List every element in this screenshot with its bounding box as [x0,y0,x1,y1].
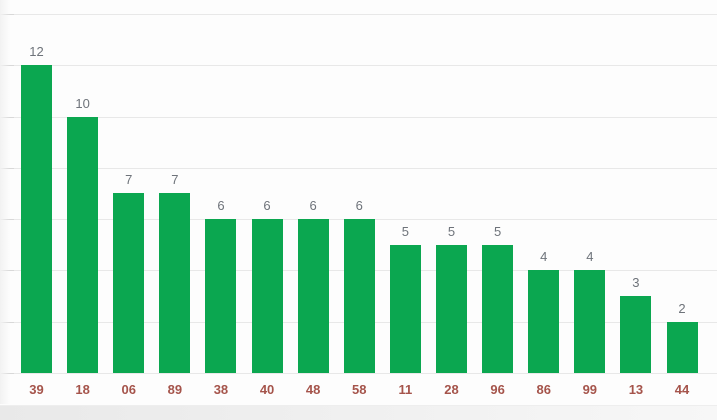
x-axis-label: 48 [305,382,321,397]
bar-value-label: 6 [309,198,317,214]
gridline [14,117,717,118]
bar[interactable] [528,270,560,373]
bar[interactable] [159,193,191,373]
gridline [14,65,717,66]
bar[interactable] [574,270,606,373]
y-axis-tick [0,14,14,15]
bar-value-label: 6 [263,198,271,214]
bar-value-label: 6 [355,198,363,214]
y-axis-tick [0,270,14,271]
bar-value-label: 3 [632,275,640,291]
bar[interactable] [113,193,145,373]
x-axis-label: 06 [121,382,136,397]
bottom-edge-shadow [0,405,717,420]
bar[interactable] [343,219,375,373]
x-axis-label: 38 [213,382,229,397]
left-edge-shadow [0,0,10,404]
gridline [14,373,717,374]
x-axis-label: 58 [352,382,367,397]
x-axis-label: 99 [582,382,598,397]
y-axis-tick [0,65,14,66]
x-axis-label: 18 [75,382,90,397]
bar-value-label: 5 [493,223,502,239]
x-axis-label: 44 [674,382,690,397]
gridline [14,14,717,15]
bar-value-label: 5 [447,223,456,239]
bar[interactable] [297,219,329,373]
x-axis-label: 39 [29,382,44,397]
y-axis-tick [0,117,14,118]
y-axis-tick [0,322,14,323]
bar-value-label: 6 [217,198,225,214]
bar[interactable] [389,244,421,373]
y-axis-tick [0,373,14,374]
bar-value-label: 10 [75,95,90,111]
bar[interactable] [620,296,652,373]
bar[interactable] [435,244,467,373]
x-axis-label: 40 [259,382,275,397]
bar-value-label: 7 [171,172,179,188]
y-axis-tick [0,168,14,169]
x-axis-label: 13 [628,382,644,397]
x-axis-label: 11 [398,382,413,397]
bar[interactable] [482,244,514,373]
y-axis-tick [0,219,14,220]
x-axis-label: 89 [167,382,183,397]
x-axis-label: 28 [444,382,459,397]
bar-value-label: 12 [29,44,44,60]
bar[interactable] [67,116,99,373]
gridline [14,168,717,169]
bar-value-label: 7 [125,172,133,188]
x-axis-label: 96 [490,382,505,397]
bar-value-label: 4 [586,249,594,265]
bar-value-label: 2 [678,300,686,316]
bar[interactable] [21,65,52,373]
bar[interactable] [251,219,283,373]
bar-value-label: 4 [540,249,548,265]
bar-value-label: 5 [401,223,409,239]
x-axis-label: 86 [536,382,551,397]
bar[interactable] [205,219,237,373]
bar[interactable] [666,321,698,373]
